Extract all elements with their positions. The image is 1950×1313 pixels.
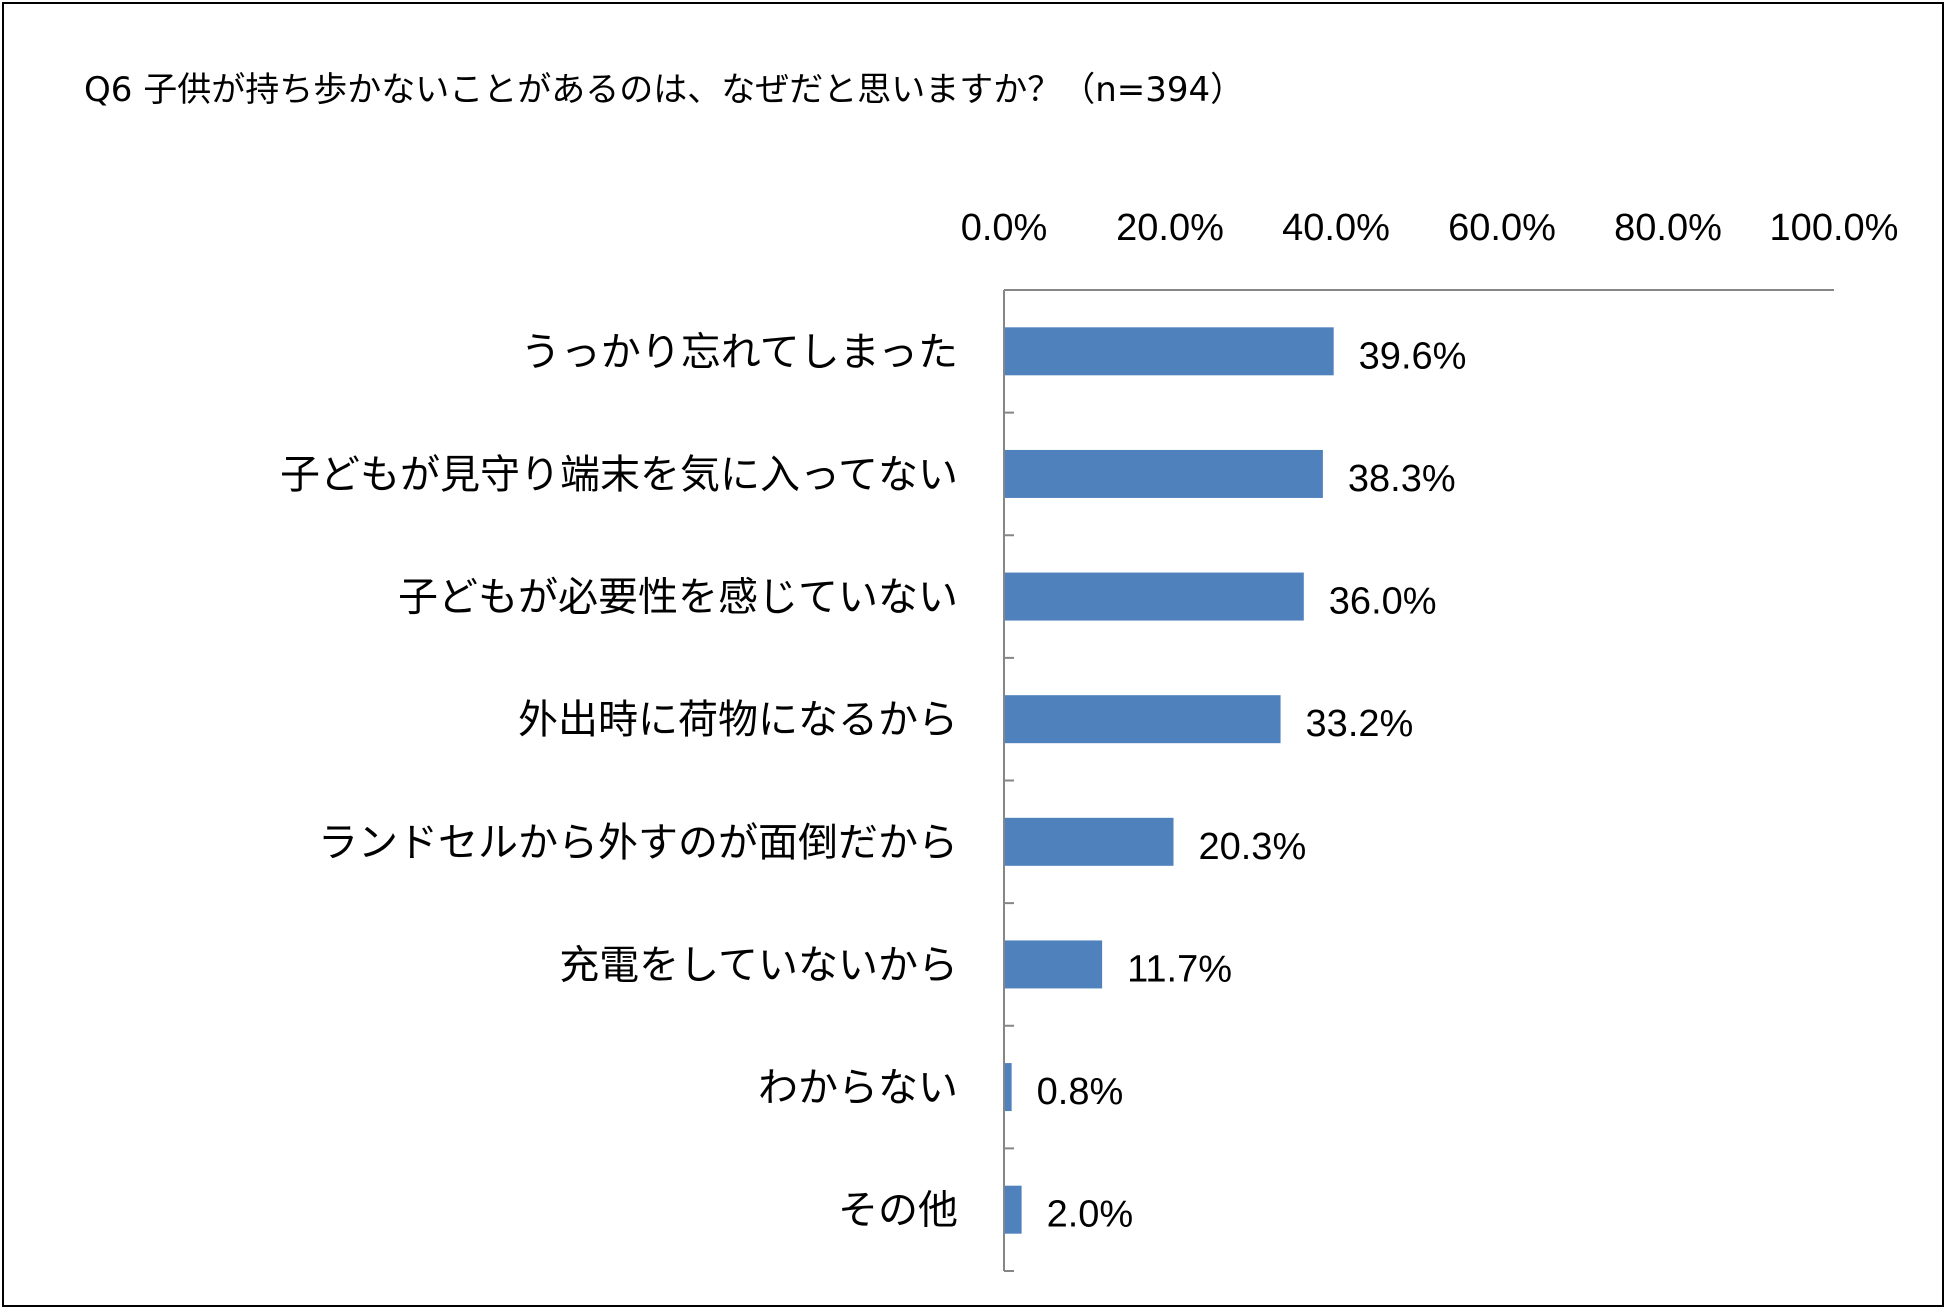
category-label: その他 [838,1188,958,1234]
bar [1005,817,1174,866]
data-label: 36.0% [1329,581,1437,623]
category-label: わからない [758,1065,958,1111]
bar [1005,449,1323,498]
x-tick-label: 80.0% [1614,207,1722,249]
bar [1005,940,1103,989]
bar [1005,327,1334,376]
x-tick-label: 100.0% [1770,207,1899,249]
category-label: 外出時に荷物になるから [518,697,958,743]
bar [1005,572,1304,621]
bar [1005,1063,1012,1112]
category-label: 子どもが見守り端末を気に入ってない [280,452,958,498]
data-label: 20.3% [1198,826,1306,868]
bar [1005,695,1281,744]
data-label: 38.3% [1348,458,1456,500]
x-tick-label: 60.0% [1448,207,1556,249]
category-label: 充電をしていないから [559,942,958,988]
category-label: ランドセルから外すのが面倒だから [318,820,958,866]
x-tick-label: 0.0% [961,207,1048,249]
data-label: 39.6% [1359,335,1467,377]
x-tick-label: 20.0% [1116,207,1224,249]
bar [1005,1185,1022,1234]
data-label: 0.8% [1037,1071,1124,1113]
chart-title: Q6 子供が持ち歩かないことがあるのは、なぜだと思いますか？（n=394） [84,70,1245,110]
data-label: 11.7% [1127,948,1232,990]
data-label: 2.0% [1047,1194,1134,1236]
x-tick-label: 40.0% [1282,207,1390,249]
data-label: 33.2% [1306,703,1414,745]
category-label: 子どもが必要性を感じていない [398,575,958,621]
category-label: うっかり忘れてしまった [521,329,958,375]
